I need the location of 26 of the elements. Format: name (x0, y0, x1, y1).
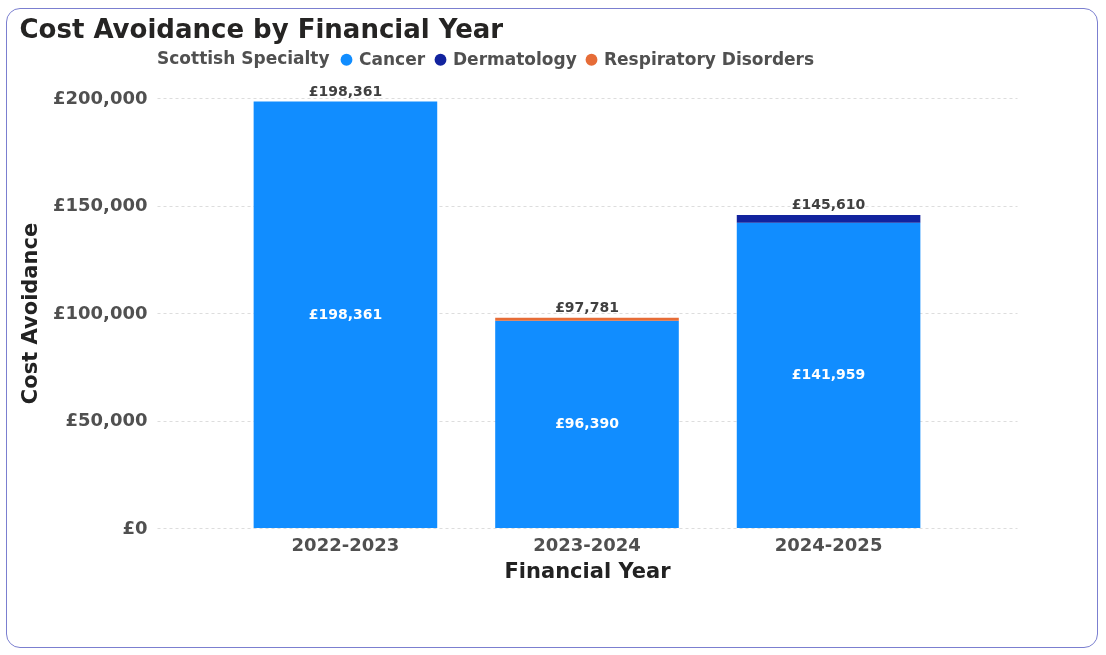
total-label: £198,361 (308, 82, 383, 99)
bar (495, 317, 679, 321)
y-tick-label: £200,000 (52, 86, 148, 108)
bar (253, 101, 438, 528)
legend-label: Cancer (359, 48, 426, 69)
legend-title: Scottish Specialty (157, 48, 330, 68)
y-tick-label: £100,000 (52, 301, 148, 323)
x-tick-label: 2022-2023 (291, 533, 400, 555)
chart-title: Cost Avoidance by Financial Year (19, 14, 504, 44)
data-label: £141,959 (791, 366, 866, 383)
bar (495, 320, 679, 528)
legend-label: Respiratory Disorders (604, 48, 815, 69)
data-label: £198,361 (308, 305, 383, 322)
y-axis-title: Cost Avoidance (17, 222, 42, 405)
y-tick-label: £0 (122, 516, 148, 538)
x-tick-label: 2023-2024 (533, 533, 641, 555)
x-axis-title: Financial Year (504, 558, 672, 583)
bar (736, 222, 921, 528)
legend-label: Dermatology (453, 48, 577, 69)
y-tick-label: £50,000 (65, 409, 148, 430)
x-tick-label: 2024-2025 (774, 533, 883, 555)
y-tick-label: £150,000 (52, 194, 148, 215)
bar (736, 214, 921, 223)
data-label: £96,390 (555, 415, 620, 432)
total-label: £145,610 (791, 195, 866, 212)
total-label: £97,781 (555, 298, 619, 315)
